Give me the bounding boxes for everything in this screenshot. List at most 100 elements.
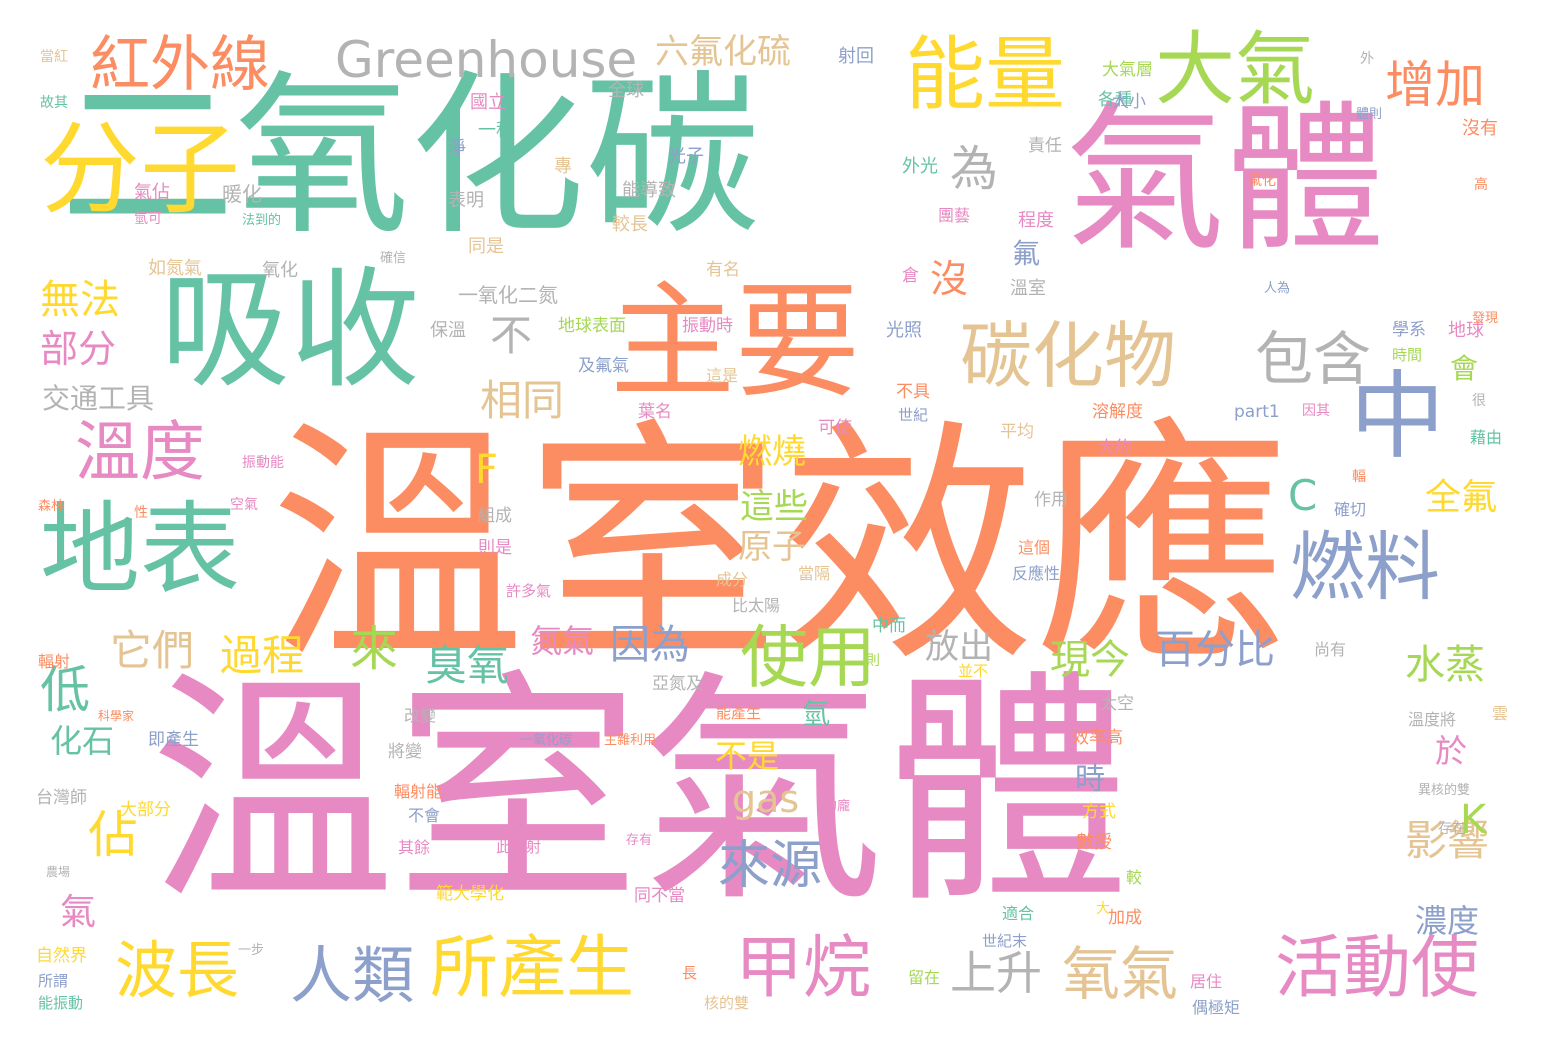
cloud-word: 能量 — [905, 28, 1065, 121]
cloud-word: 振動能 — [242, 455, 284, 471]
cloud-word: 森林 — [38, 499, 65, 514]
cloud-word: 較長 — [612, 214, 648, 235]
cloud-word: 確切 — [1334, 500, 1367, 519]
cloud-word: 過程 — [220, 631, 305, 680]
cloud-word: 如氮氣 — [148, 258, 202, 279]
cloud-word: 平均 — [1000, 422, 1034, 442]
cloud-word: 比太陽 — [732, 596, 781, 615]
cloud-word: 反應性 — [1012, 564, 1061, 583]
cloud-word: 這些 — [740, 487, 808, 527]
cloud-word: 影響 — [1405, 816, 1490, 865]
cloud-word: 溶解度 — [1092, 402, 1143, 422]
cloud-word: 中 — [1350, 362, 1446, 472]
cloud-word: 當紅 — [40, 49, 68, 65]
cloud-word: 大小 — [1112, 92, 1146, 112]
cloud-word: 佔 — [88, 806, 138, 864]
cloud-word: 二氧化碳 — [60, 56, 760, 259]
cloud-word: 不 — [490, 311, 533, 360]
cloud-word: 故其 — [40, 95, 68, 111]
cloud-word: 一氧化二氮 — [458, 283, 558, 307]
cloud-word: 此輻射 — [496, 838, 542, 856]
cloud-word: 國立 — [470, 92, 506, 113]
cloud-word: 放出 — [925, 627, 993, 667]
cloud-word: 適合 — [1002, 904, 1035, 923]
cloud-word: 時間 — [1392, 346, 1423, 364]
cloud-word: 暖化 — [222, 182, 262, 206]
cloud-word: 分子 — [40, 111, 240, 228]
cloud-word: 及氟氣 — [578, 356, 629, 376]
cloud-word: 使用 — [740, 619, 877, 698]
cloud-word: 地球 — [1448, 320, 1484, 341]
cloud-word: 紅外線 — [90, 30, 270, 100]
cloud-word: C — [1288, 471, 1318, 520]
cloud-word: 六氟化硫 — [655, 32, 791, 72]
cloud-word: 氧氣 — [1062, 940, 1179, 1008]
cloud-word: 很 — [1472, 393, 1486, 409]
cloud-word: 不會 — [408, 806, 441, 825]
cloud-word: 發現 — [1472, 311, 1499, 326]
cloud-word: 一氧化碳 — [520, 733, 573, 748]
cloud-word: 太空 — [1100, 694, 1134, 714]
cloud-word: 氧化 — [262, 260, 298, 281]
cloud-word: 振動時 — [682, 316, 733, 336]
cloud-word: 能導致 — [622, 180, 676, 201]
cloud-word: 表明 — [448, 190, 484, 211]
cloud-word: 溫室氣體 — [150, 650, 1130, 935]
cloud-word: 來源 — [718, 836, 823, 896]
cloud-word: 其餘 — [398, 838, 431, 857]
cloud-word: 化石 — [50, 722, 115, 760]
cloud-word: 當隔 — [798, 564, 831, 583]
cloud-word: 主要 — [610, 270, 860, 415]
cloud-word: 能振動 — [38, 994, 84, 1012]
cloud-word: 團藝 — [938, 206, 971, 225]
cloud-word: 法到的 — [242, 213, 282, 228]
cloud-word: 一種 — [478, 120, 514, 141]
cloud-word: 直到 — [656, 580, 687, 598]
cloud-word: 大約 — [1098, 438, 1132, 458]
cloud-word: 外 — [1360, 51, 1374, 67]
cloud-word: 輻射能 — [394, 782, 443, 801]
cloud-word: 人類 — [290, 939, 415, 1012]
cloud-word: 大部分 — [120, 800, 171, 820]
cloud-word: 同不當 — [634, 886, 685, 906]
cloud-word: 組成 — [478, 506, 512, 526]
cloud-word: 氣 — [60, 892, 97, 933]
cloud-word: 人為 — [1264, 281, 1291, 296]
cloud-word: 無法 — [40, 277, 120, 323]
cloud-word: 台灣師 — [36, 788, 87, 808]
cloud-word: 空氣 — [230, 497, 258, 513]
cloud-word: 並不 — [958, 662, 989, 680]
cloud-word: 地表 — [40, 491, 240, 608]
cloud-word: 中而 — [872, 616, 906, 636]
cloud-word: 它們 — [110, 626, 195, 675]
cloud-word: 留在 — [908, 968, 941, 987]
cloud-word: 尚有 — [1314, 640, 1347, 659]
cloud-word: Greenhouse — [335, 31, 638, 89]
cloud-word: 現今 — [1050, 637, 1130, 683]
cloud-word: 全球 — [608, 80, 644, 101]
cloud-word: 這是 — [706, 366, 739, 385]
cloud-word: 甲烷 — [735, 929, 872, 1008]
cloud-word: 不具 — [896, 382, 930, 402]
cloud-word: 責任 — [1028, 136, 1062, 156]
cloud-word: 大 — [1096, 901, 1110, 917]
cloud-word: 加成 — [1108, 908, 1142, 928]
cloud-word: 成分 — [716, 570, 749, 589]
cloud-word: 方式 — [1082, 802, 1116, 822]
cloud-word: 氫 — [802, 697, 831, 730]
cloud-word: 學系 — [1392, 320, 1426, 340]
cloud-word: 世紀末 — [982, 932, 1028, 950]
cloud-word: 上升 — [950, 946, 1042, 1000]
cloud-word: 部分 — [40, 327, 117, 371]
cloud-word: 於 — [1435, 732, 1468, 770]
cloud-word: 範大學化 — [436, 884, 504, 904]
cloud-word: 這個 — [1018, 538, 1051, 557]
cloud-word: 吸收 — [160, 254, 421, 406]
cloud-word: 光照 — [886, 320, 922, 341]
cloud-word: 氟 — [1012, 237, 1041, 270]
cloud-word: 溫度 — [75, 415, 206, 490]
cloud-word: 偶極矩 — [1192, 998, 1241, 1017]
cloud-word: 效率高 — [1072, 728, 1123, 748]
cloud-word: 所產生 — [430, 929, 635, 1008]
